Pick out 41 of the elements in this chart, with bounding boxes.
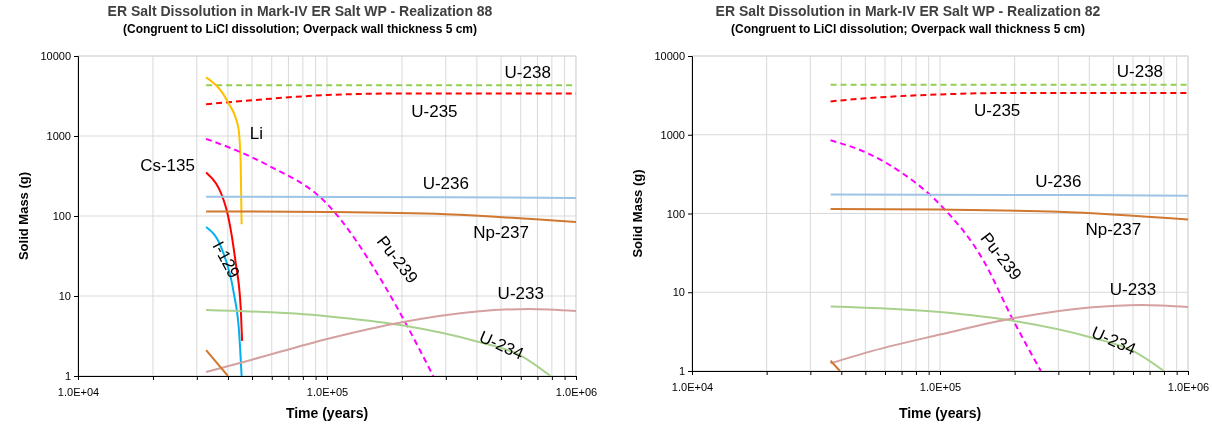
y-tick-label: 1000	[660, 128, 685, 141]
y-axis-title: Solid Mass (g)	[630, 169, 645, 258]
series-label: Np-237	[1085, 220, 1142, 240]
series-label: U-233	[1109, 280, 1157, 300]
chart-title: ER Salt Dissolution in Mark-IV ER Salt WP - Realization 88	[107, 3, 493, 19]
chart-title: ER Salt Dissolution in Mark-IV ER Salt WP - Realization 82	[715, 3, 1101, 19]
series-label: U-238	[1116, 62, 1164, 82]
y-tick-label: 1000	[46, 130, 71, 143]
line-series	[205, 225, 243, 376]
series-label: U-233	[497, 283, 544, 303]
x-tick-label: 1.0E+04	[57, 386, 100, 399]
y-tick-label: 10000	[40, 50, 71, 63]
text: U-234	[476, 327, 527, 364]
y-tick-label: 10000	[654, 50, 685, 63]
text: I-129	[208, 238, 244, 282]
x-axis-title: Time (years)	[898, 405, 982, 421]
x-axis-title: Time (years)	[285, 405, 369, 421]
series-label: U-235	[974, 100, 1021, 120]
line-series	[205, 171, 244, 342]
x-tick-label: 1.0E+06	[1167, 381, 1210, 394]
x-tick-label: 1.0E+05	[306, 386, 349, 399]
y-axis-title: Solid Mass (g)	[16, 171, 31, 261]
y-tick-label: 10	[672, 286, 685, 299]
series-label: Cs-135	[140, 155, 195, 175]
x-tick-label: 1.0E+04	[671, 381, 714, 394]
x-tick-label: 1.0E+06	[555, 386, 598, 399]
series-label: Np-237	[473, 223, 529, 243]
series-label: U-236	[422, 174, 469, 194]
y-tick-label: 100	[666, 207, 685, 220]
series-label: U-236	[1035, 172, 1082, 192]
chart-subtitle: (Congruent to LiCl dissolution; Overpack wall thickness 5 cm)	[730, 22, 1086, 36]
y-tick-label: 100	[52, 210, 71, 223]
x-tick-label: 1.0E+05	[919, 381, 962, 394]
line-series	[205, 76, 243, 226]
series-label: U-235	[411, 102, 458, 122]
y-tick-label: 1	[678, 365, 685, 378]
y-tick-label: 1	[64, 370, 71, 383]
series-label: U-238	[504, 62, 551, 82]
chart-subtitle: (Congruent to LiCl dissolution; Overpack wall thickness 5 cm)	[122, 22, 478, 36]
y-tick-label: 10	[58, 290, 71, 303]
series-label: Li	[249, 123, 264, 143]
